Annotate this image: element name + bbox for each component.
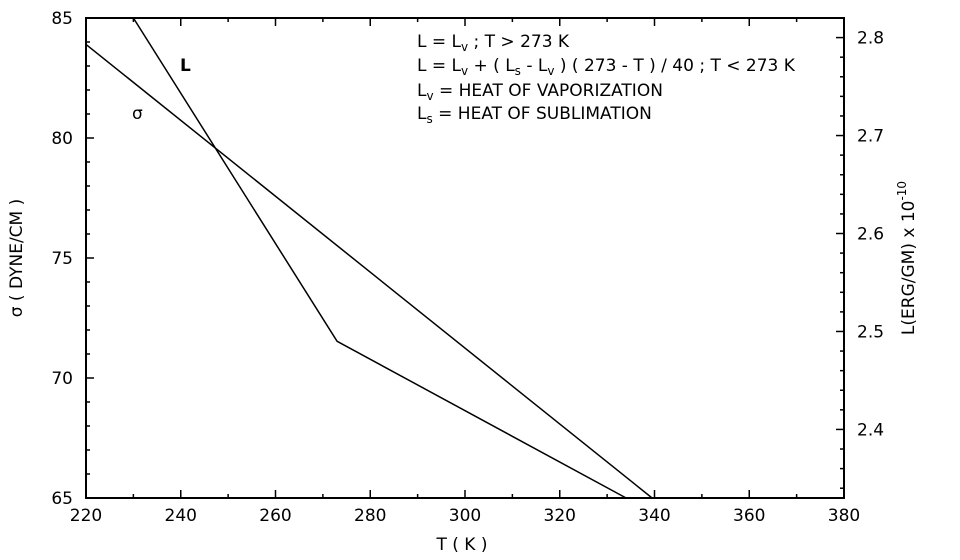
y-right-tick-label: 2.5 <box>857 322 884 342</box>
y-right-tick-label: 2.4 <box>857 420 884 440</box>
annotation-block: L = Lv ; T > 273 KL = Lv + ( Ls - Lv ) (… <box>417 32 796 126</box>
x-tick-label: 260 <box>259 506 291 526</box>
y-right-tick-label: 2.6 <box>857 225 884 245</box>
tick-labels-group: 220 240 260 280 300 320 340 360 380 65 70 75 80 85 2.4… <box>51 9 884 526</box>
y-left-tick-label: 65 <box>51 489 73 509</box>
annotation-line1: L = Lv ; T > 273 K <box>417 32 570 54</box>
y-left-tick-label: 80 <box>51 129 73 149</box>
y-left-tick-label: 70 <box>51 369 73 389</box>
y-right-tick-label: 2.8 <box>857 29 884 49</box>
y-axis-label-left: σ ( DYNE/CM ) <box>7 199 27 318</box>
x-tick-label: 240 <box>165 506 197 526</box>
series-line-L <box>132 17 627 499</box>
annotation-line3: Lv = HEAT OF VAPORIZATION <box>417 81 663 103</box>
plot-frame <box>85 17 845 499</box>
x-tick-label: 380 <box>828 506 860 526</box>
annotation-line4: Ls = HEAT OF SUBLIMATION <box>417 104 652 126</box>
series-label-sigma: σ <box>132 104 143 124</box>
x-tick-label: 340 <box>638 506 670 526</box>
x-axis-label: T ( K ) <box>435 535 487 555</box>
y-axis-label-right-base: L(ERG/GM) x 10 <box>899 201 919 336</box>
x-tick-label: 320 <box>544 506 576 526</box>
series-label-L: L <box>180 56 191 76</box>
y-left-tick-label: 85 <box>51 9 73 29</box>
x-tick-label: 220 <box>70 506 102 526</box>
series-line-sigma <box>85 43 653 499</box>
x-tick-label: 300 <box>449 506 481 526</box>
y-left-tick-label: 75 <box>51 249 73 269</box>
x-tick-label: 280 <box>354 506 386 526</box>
series-group <box>85 17 653 499</box>
y-right-tick-label: 2.7 <box>857 127 884 147</box>
y-axis-label-right: L(ERG/GM) x 10-10 <box>895 181 919 335</box>
y-axis-label-right-exponent: -10 <box>895 181 909 201</box>
annotation-line2: L = Lv + ( Ls - Lv ) ( 273 - T ) / 40 ; … <box>417 56 796 78</box>
x-tick-label: 360 <box>733 506 765 526</box>
